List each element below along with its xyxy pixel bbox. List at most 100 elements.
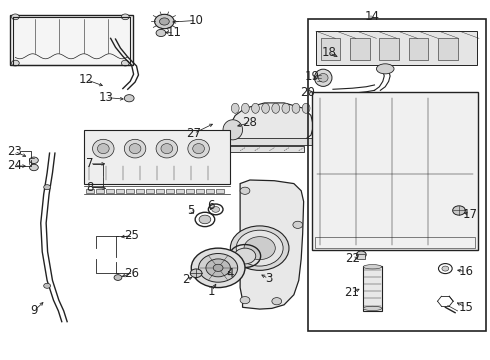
Text: 13: 13: [98, 91, 113, 104]
Ellipse shape: [234, 248, 256, 264]
Text: 21: 21: [344, 287, 359, 300]
Text: 24: 24: [7, 159, 22, 172]
Bar: [196, 189, 204, 193]
Ellipse shape: [191, 248, 245, 288]
Ellipse shape: [453, 206, 466, 215]
Bar: [147, 189, 154, 193]
Text: 4: 4: [226, 267, 234, 280]
Ellipse shape: [315, 69, 332, 86]
Text: 20: 20: [300, 86, 315, 99]
Ellipse shape: [156, 30, 166, 37]
Text: 15: 15: [459, 301, 473, 314]
Bar: [116, 189, 123, 193]
Bar: [106, 189, 114, 193]
Bar: [126, 189, 134, 193]
Text: 17: 17: [462, 208, 477, 221]
Bar: [313, 92, 478, 250]
Ellipse shape: [159, 18, 169, 25]
Bar: [176, 189, 184, 193]
Polygon shape: [84, 130, 230, 184]
Ellipse shape: [292, 103, 300, 113]
Ellipse shape: [223, 120, 243, 140]
Text: 1: 1: [208, 285, 216, 298]
Text: 10: 10: [189, 14, 203, 27]
Ellipse shape: [11, 60, 19, 66]
Text: 6: 6: [207, 199, 215, 212]
Ellipse shape: [44, 283, 50, 288]
Ellipse shape: [193, 144, 204, 154]
Ellipse shape: [156, 139, 177, 158]
Ellipse shape: [251, 103, 259, 113]
Ellipse shape: [155, 14, 174, 29]
Bar: [363, 266, 382, 311]
Ellipse shape: [198, 253, 238, 282]
Ellipse shape: [124, 139, 146, 158]
Text: 5: 5: [188, 204, 195, 217]
Ellipse shape: [44, 185, 50, 190]
Text: 22: 22: [345, 252, 360, 265]
Bar: [228, 138, 314, 145]
Polygon shape: [240, 180, 304, 309]
Text: 18: 18: [321, 46, 337, 59]
Bar: [96, 189, 103, 193]
Ellipse shape: [161, 144, 172, 154]
Bar: [350, 39, 369, 60]
Text: 9: 9: [30, 305, 38, 318]
Bar: [438, 39, 458, 60]
Text: 12: 12: [79, 73, 94, 86]
Text: 14: 14: [365, 10, 380, 23]
Ellipse shape: [236, 230, 283, 266]
Ellipse shape: [129, 144, 141, 154]
Polygon shape: [10, 15, 133, 65]
Bar: [315, 237, 475, 248]
Bar: [217, 189, 224, 193]
Ellipse shape: [190, 269, 202, 278]
Ellipse shape: [293, 221, 303, 228]
Text: 25: 25: [124, 229, 139, 242]
Ellipse shape: [230, 226, 289, 270]
Text: 19: 19: [305, 69, 320, 82]
Text: 2: 2: [183, 273, 190, 286]
Bar: [223, 145, 304, 152]
Ellipse shape: [122, 14, 129, 20]
Ellipse shape: [318, 73, 328, 82]
Ellipse shape: [356, 251, 366, 258]
Text: 26: 26: [124, 267, 139, 280]
Ellipse shape: [376, 64, 394, 74]
Bar: [206, 189, 214, 193]
Ellipse shape: [363, 306, 382, 311]
Text: 7: 7: [86, 157, 94, 170]
Ellipse shape: [199, 215, 211, 224]
Ellipse shape: [188, 139, 209, 158]
Ellipse shape: [272, 298, 282, 305]
Ellipse shape: [93, 139, 114, 158]
Ellipse shape: [442, 266, 449, 271]
Bar: [321, 39, 340, 60]
Text: 11: 11: [167, 27, 182, 40]
Ellipse shape: [282, 103, 290, 113]
Bar: [136, 189, 144, 193]
Bar: [379, 39, 399, 60]
Ellipse shape: [98, 144, 109, 154]
Text: 23: 23: [7, 145, 22, 158]
Text: 27: 27: [186, 127, 201, 140]
Ellipse shape: [231, 103, 239, 113]
Ellipse shape: [262, 103, 270, 113]
Bar: [357, 254, 365, 259]
Bar: [308, 19, 486, 330]
Ellipse shape: [206, 259, 230, 277]
Ellipse shape: [212, 207, 220, 212]
Ellipse shape: [242, 103, 249, 113]
Ellipse shape: [11, 14, 19, 20]
Ellipse shape: [114, 275, 122, 280]
Text: 3: 3: [265, 272, 272, 285]
Ellipse shape: [244, 237, 275, 260]
Ellipse shape: [272, 103, 280, 113]
Text: 8: 8: [86, 181, 93, 194]
Polygon shape: [225, 103, 314, 144]
Ellipse shape: [122, 60, 129, 66]
Bar: [186, 189, 194, 193]
Bar: [409, 39, 428, 60]
Ellipse shape: [29, 157, 38, 163]
Bar: [86, 189, 94, 193]
